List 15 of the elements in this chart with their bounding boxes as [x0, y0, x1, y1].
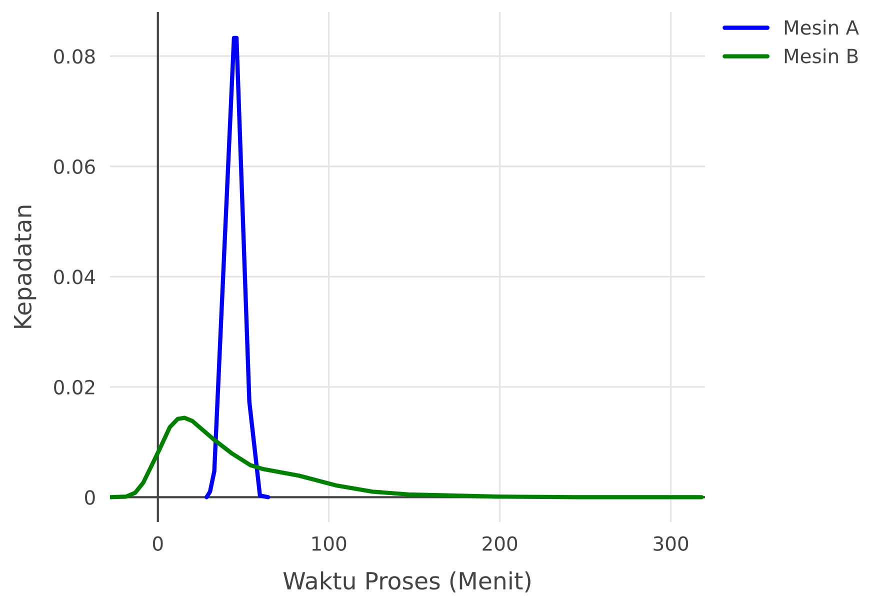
x-tick-label: 0	[152, 536, 163, 551]
x-tick-label: 100	[312, 536, 346, 551]
line-series	[110, 416, 704, 500]
y-tick-label: 0.08	[54, 49, 95, 64]
y-tick-label: 0.02	[54, 380, 94, 395]
line-series	[204, 36, 270, 500]
y-tick-label: 0.04	[54, 270, 96, 284]
x-tick-label: 200	[482, 536, 518, 551]
legend-label: Mesin A	[784, 20, 859, 35]
legend-label: Mesin B	[784, 48, 858, 64]
x-tick-label: 300	[654, 536, 688, 551]
x-axis-title: Waktu Proses (Menit)	[283, 571, 530, 592]
y-tick-label: 0	[85, 490, 95, 505]
y-axis-title: Kepadatan	[13, 206, 36, 328]
y-tick-label: 0.06	[54, 159, 95, 174]
